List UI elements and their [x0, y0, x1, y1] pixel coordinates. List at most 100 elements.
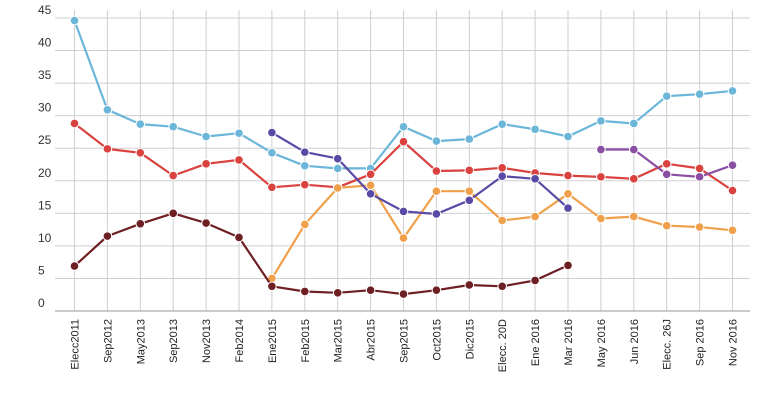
data-point	[135, 147, 146, 158]
data-point	[431, 186, 442, 196]
x-tick-label: Feb2014	[234, 319, 246, 362]
data-point	[300, 286, 310, 297]
data-point	[530, 211, 540, 222]
data-point	[398, 289, 409, 299]
series-4	[267, 127, 573, 219]
series-line	[270, 131, 570, 216]
data-point	[464, 165, 475, 176]
data-point	[497, 162, 508, 173]
data-point	[300, 147, 310, 157]
data-point	[168, 208, 178, 219]
data-point	[168, 121, 178, 132]
data-point	[464, 195, 475, 206]
series-5	[596, 144, 738, 182]
data-point	[267, 182, 277, 193]
x-tick-label: Elecc. 26J	[662, 319, 674, 370]
x-tick-label: May2013	[135, 319, 147, 364]
data-point	[300, 161, 310, 171]
data-point	[661, 220, 672, 231]
data-point	[300, 219, 310, 230]
data-point	[563, 170, 573, 181]
data-point	[365, 285, 376, 295]
data-point	[727, 185, 738, 196]
x-tick-label: Elecc. 20D	[497, 319, 509, 372]
data-point	[267, 281, 277, 292]
data-point	[267, 127, 277, 138]
y-tick-label: 0	[38, 296, 45, 310]
x-tick-label: Abr2015	[366, 319, 378, 361]
series-3	[267, 180, 738, 284]
data-point	[398, 136, 409, 147]
x-tick-label: Sep 2016	[695, 319, 707, 366]
data-point	[530, 275, 540, 286]
data-point	[464, 280, 475, 290]
y-tick-label: 35	[38, 68, 52, 82]
data-point	[497, 281, 508, 292]
x-tick-label: May 2016	[596, 319, 608, 367]
data-point	[234, 155, 244, 165]
data-point	[694, 163, 705, 174]
data-point	[563, 260, 573, 271]
data-point	[727, 225, 738, 236]
x-tick-label: Elecc2011	[70, 319, 82, 370]
data-point	[135, 119, 146, 129]
data-point	[661, 91, 672, 101]
data-point	[431, 136, 442, 146]
data-point	[497, 215, 508, 226]
x-tick-label: Nov 2016	[728, 319, 740, 366]
data-point	[201, 131, 211, 142]
data-point	[332, 287, 343, 298]
x-tick-label: Nov2013	[201, 319, 213, 363]
data-point	[431, 166, 442, 176]
data-point	[661, 159, 672, 169]
data-point	[563, 189, 573, 199]
data-point	[300, 179, 310, 190]
data-point	[596, 116, 606, 126]
data-point	[102, 231, 113, 241]
series-line	[73, 212, 570, 296]
data-point	[332, 153, 343, 164]
data-point	[102, 105, 113, 115]
y-tick-label: 40	[38, 36, 52, 50]
y-tick-label: 5	[38, 263, 45, 277]
data-point	[596, 213, 606, 224]
x-tick-label: Sep2013	[168, 319, 180, 363]
data-point	[629, 144, 639, 155]
data-point	[727, 160, 738, 170]
data-point	[69, 118, 80, 129]
data-point	[530, 124, 540, 135]
data-point	[431, 209, 442, 219]
grid-layer	[55, 10, 750, 311]
data-point	[629, 211, 639, 222]
data-point	[398, 121, 409, 132]
data-point	[629, 174, 639, 184]
data-point	[267, 147, 277, 158]
data-point	[596, 172, 606, 182]
data-point	[727, 86, 738, 96]
data-point	[398, 233, 409, 243]
x-tick-label: Feb2015	[300, 319, 312, 362]
data-point	[102, 144, 113, 154]
x-tick-label: Ene2015	[267, 319, 279, 363]
data-point	[365, 169, 376, 180]
data-point	[464, 134, 475, 144]
data-point	[365, 180, 376, 191]
series-6	[69, 208, 573, 299]
x-tick-label: Mar2015	[333, 319, 345, 362]
y-tick-label: 45	[38, 3, 52, 17]
data-point	[629, 118, 639, 129]
data-point	[464, 186, 475, 196]
series-layer	[69, 15, 738, 299]
data-point	[694, 222, 705, 232]
data-point	[398, 206, 409, 217]
data-point	[234, 128, 244, 139]
data-point	[563, 131, 573, 142]
y-tick-label: 25	[38, 133, 52, 147]
y-tick-label: 15	[38, 198, 52, 212]
data-point	[563, 203, 573, 213]
data-point	[530, 174, 540, 184]
data-point	[661, 169, 672, 180]
data-point	[168, 170, 178, 181]
data-point	[201, 159, 211, 169]
